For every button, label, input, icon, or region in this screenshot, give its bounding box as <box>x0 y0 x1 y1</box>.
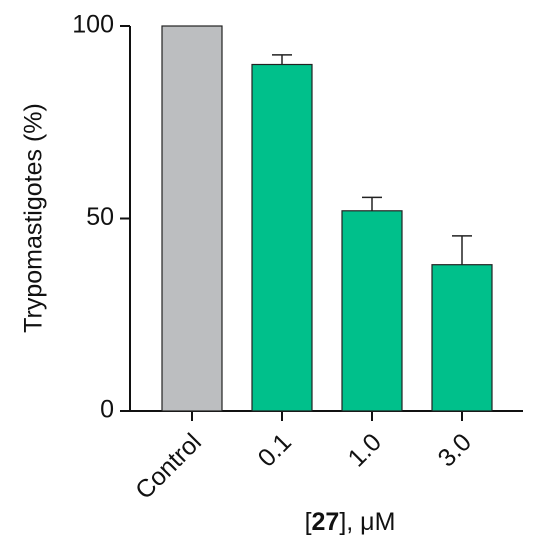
error-bar <box>272 54 292 65</box>
x-tick-label: 0.1 <box>253 428 297 472</box>
x-tick-label: Control <box>130 428 207 505</box>
error-bar <box>362 196 382 211</box>
y-tick-label: 0 <box>100 396 114 424</box>
bar <box>341 210 403 412</box>
x-axis-title-part: ], μM <box>339 508 395 536</box>
y-axis-title: Trypomastigotes (%) <box>20 103 48 333</box>
x-tick-label: 1.0 <box>343 428 387 472</box>
bar <box>251 63 313 412</box>
x-axis-title: [27], μM <box>305 508 396 536</box>
x-axis-title-part: 27 <box>312 508 340 536</box>
bar <box>161 25 223 412</box>
x-tick-label: 3.0 <box>433 428 477 472</box>
x-axis-title-part: [ <box>305 508 312 536</box>
y-tick-label: 100 <box>72 11 114 39</box>
y-tick-label: 50 <box>86 203 114 231</box>
bar <box>431 264 493 412</box>
error-bar <box>452 235 472 265</box>
